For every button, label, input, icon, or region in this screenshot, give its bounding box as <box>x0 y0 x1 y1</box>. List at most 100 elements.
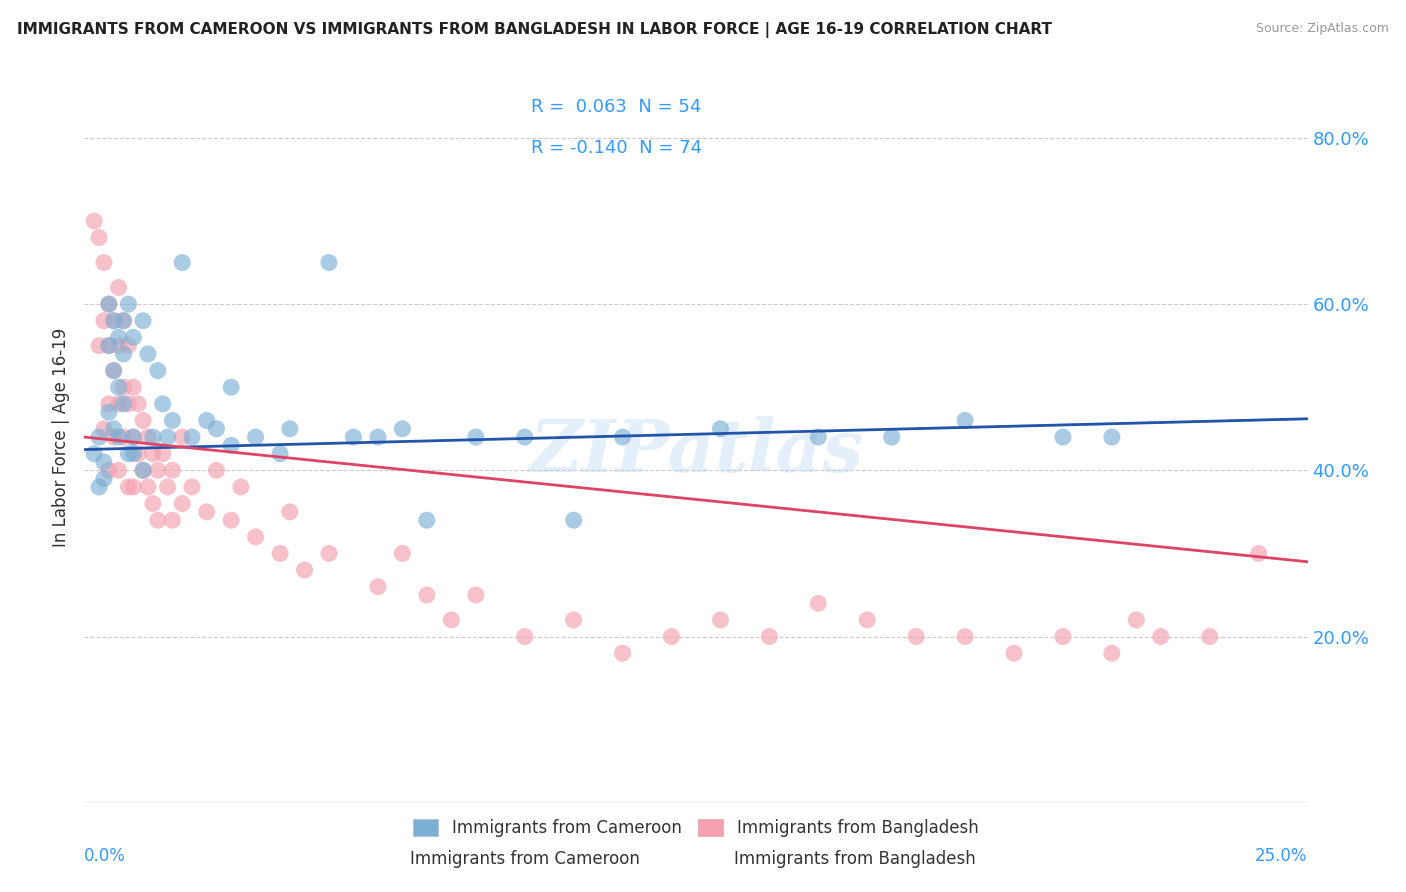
Point <box>83 447 105 461</box>
Point <box>1125 613 1147 627</box>
Point <box>172 255 194 269</box>
Point <box>1150 630 1173 644</box>
Point <box>953 630 976 644</box>
Point <box>1101 430 1123 444</box>
Point <box>93 314 115 328</box>
Point <box>112 397 135 411</box>
Point <box>953 413 976 427</box>
Point <box>205 422 228 436</box>
Point <box>245 530 267 544</box>
Point <box>342 430 364 444</box>
Point <box>93 422 115 436</box>
Point <box>219 513 242 527</box>
Point <box>146 463 169 477</box>
Text: ZIPatlas: ZIPatlas <box>529 417 863 487</box>
Point <box>562 513 585 527</box>
Point <box>464 588 486 602</box>
Text: Source: ZipAtlas.com: Source: ZipAtlas.com <box>1256 22 1389 36</box>
Text: R = -0.140  N = 74: R = -0.140 N = 74 <box>531 138 702 157</box>
Point <box>122 430 145 444</box>
Point <box>136 430 159 444</box>
Point <box>107 430 129 444</box>
Point <box>156 480 179 494</box>
Point <box>107 280 129 294</box>
Point <box>117 338 139 352</box>
Point <box>269 447 291 461</box>
Point <box>93 455 115 469</box>
Point <box>905 630 928 644</box>
Point <box>117 447 139 461</box>
Point <box>103 363 125 377</box>
Point <box>87 338 110 352</box>
Point <box>416 513 439 527</box>
Text: 0.0%: 0.0% <box>84 847 127 864</box>
Point <box>97 338 120 352</box>
Text: 25.0%: 25.0% <box>1256 847 1308 864</box>
Point <box>709 422 731 436</box>
Point <box>1101 646 1123 660</box>
Point <box>464 430 486 444</box>
Point <box>278 505 301 519</box>
Point <box>172 497 194 511</box>
Point <box>181 480 204 494</box>
Point <box>93 255 115 269</box>
Point <box>122 380 145 394</box>
Point <box>132 314 155 328</box>
Point <box>142 497 165 511</box>
Point <box>195 413 218 427</box>
Point <box>513 630 536 644</box>
Text: Immigrants from Cameroon: Immigrants from Cameroon <box>409 850 640 868</box>
Point <box>87 430 110 444</box>
Point <box>1247 546 1270 560</box>
Point <box>269 546 291 560</box>
Point <box>661 630 683 644</box>
Point <box>103 314 125 328</box>
Point <box>245 430 267 444</box>
Point <box>612 430 634 444</box>
Point <box>318 255 340 269</box>
Point <box>758 630 780 644</box>
Point <box>112 380 135 394</box>
Point <box>880 430 903 444</box>
Point <box>391 546 413 560</box>
Point <box>107 338 129 352</box>
Point <box>103 363 125 377</box>
Point <box>122 447 145 461</box>
Point <box>112 347 135 361</box>
Point <box>146 363 169 377</box>
Point <box>127 447 149 461</box>
Point <box>391 422 413 436</box>
Point <box>112 314 135 328</box>
Point <box>1002 646 1025 660</box>
Point <box>205 463 228 477</box>
Point <box>136 347 159 361</box>
Point <box>87 230 110 244</box>
Point <box>103 430 125 444</box>
Point <box>103 422 125 436</box>
Point <box>117 480 139 494</box>
Point <box>156 430 179 444</box>
Point <box>278 422 301 436</box>
Point <box>97 405 120 419</box>
Point <box>107 380 129 394</box>
Text: R =  0.063  N = 54: R = 0.063 N = 54 <box>531 98 702 117</box>
Point <box>1198 630 1220 644</box>
Legend: Immigrants from Cameroon, Immigrants from Bangladesh: Immigrants from Cameroon, Immigrants fro… <box>405 811 987 846</box>
Point <box>97 397 120 411</box>
Point <box>127 397 149 411</box>
Point <box>513 430 536 444</box>
Point <box>318 546 340 560</box>
Point <box>132 463 155 477</box>
Point <box>117 397 139 411</box>
Point <box>97 297 120 311</box>
Point <box>162 513 184 527</box>
Point <box>562 613 585 627</box>
Point <box>122 330 145 344</box>
Point <box>195 505 218 519</box>
Point <box>612 646 634 660</box>
Point <box>367 580 389 594</box>
Point <box>416 588 439 602</box>
Text: Immigrants from Bangladesh: Immigrants from Bangladesh <box>734 850 976 868</box>
Point <box>162 413 184 427</box>
Point <box>142 430 165 444</box>
